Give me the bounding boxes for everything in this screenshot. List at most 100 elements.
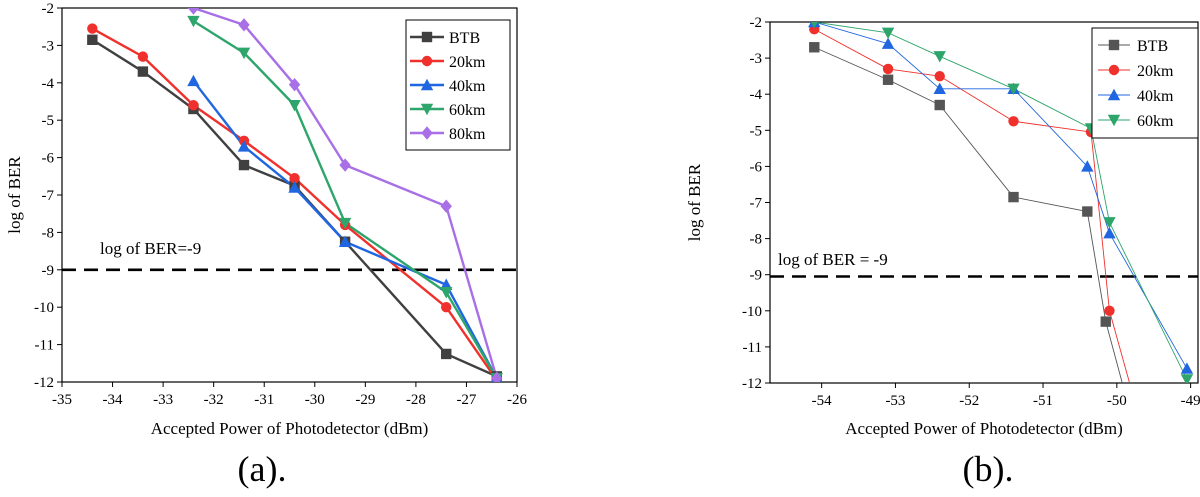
data-point-80km (440, 199, 452, 213)
x-tick-label: -50 (1107, 393, 1127, 409)
data-point-BTB (934, 99, 945, 111)
y-tick-label: -7 (750, 196, 763, 212)
data-point-80km (339, 158, 351, 172)
legend-marker-40km (420, 78, 434, 91)
series-line-80km (193, 8, 498, 379)
panel-caption: (a). (238, 449, 287, 489)
legend-marker-80km (421, 126, 433, 140)
data-point-40km (237, 140, 251, 152)
y-tick-label: -11 (35, 338, 54, 354)
y-tick-label: -4 (42, 76, 55, 92)
legend-marker-BTB (1108, 39, 1120, 51)
data-point-60km (338, 217, 352, 230)
x-axis-title: Accepted Power of Photodetector (dBm) (845, 419, 1123, 438)
data-point-60km (288, 100, 301, 112)
x-tick-label: -29 (355, 392, 375, 408)
legend-label-60km: 60km (1137, 113, 1174, 130)
y-axis-title: log of BER (685, 163, 704, 241)
legend-marker-BTB (421, 31, 433, 43)
x-tick-label: -32 (204, 392, 224, 408)
data-point-BTB (1008, 191, 1019, 203)
data-point-BTB (87, 34, 98, 45)
legend-label-20km: 20km (449, 54, 486, 71)
data-point-20km (441, 302, 452, 313)
y-tick-label: -9 (42, 263, 55, 279)
legend-label-BTB: BTB (1137, 38, 1168, 55)
data-point-BTB (441, 348, 452, 360)
data-point-40km (1081, 160, 1094, 172)
series-group (87, 8, 503, 382)
y-tick-label: -10 (34, 300, 54, 316)
y-tick-label: -3 (750, 51, 763, 67)
y-tick-label: -8 (42, 225, 55, 241)
data-point-60km (440, 287, 453, 299)
data-point-60km (1103, 217, 1116, 229)
series-line-40km (192, 80, 498, 379)
x-tick-label: -53 (885, 393, 905, 409)
data-point-40km (288, 181, 301, 193)
y-tick-label: -6 (42, 151, 55, 167)
data-point-40km (187, 74, 200, 87)
legend-marker-40km (1107, 88, 1121, 101)
chart-panel-b: -2 -3 -4 -5 -6 -7 -8 -9 -10 -11 -12 -54 -53 -52 -51 -50… (685, 15, 1200, 489)
legend-label-60km: 60km (449, 102, 486, 119)
x-tick-label: -31 (254, 392, 274, 408)
data-point-20km (934, 70, 945, 82)
data-point-BTB (1082, 206, 1093, 217)
y-tick-label: -2 (750, 15, 763, 31)
x-tick-label: -49 (1181, 393, 1200, 409)
x-tick-label: -34 (103, 392, 123, 408)
legend-marker-20km (421, 55, 433, 67)
y-tick-label: -9 (750, 268, 763, 284)
legend-label-80km: 80km (449, 126, 486, 143)
legend-marker-60km (420, 103, 434, 116)
x-tick-label: -26 (507, 392, 527, 408)
data-point-80km (187, 8, 200, 15)
y-tick-label: -11 (743, 340, 762, 356)
data-point-60km (187, 15, 200, 28)
y-axis-title: log of BER (5, 156, 24, 234)
data-point-60km (237, 47, 251, 60)
series-group (808, 22, 1194, 383)
data-point-60km (1007, 83, 1020, 95)
data-point-40km (933, 82, 946, 94)
y-tick-label: -5 (750, 123, 763, 139)
legend-marker-20km (1108, 64, 1120, 76)
data-point-40km (881, 37, 895, 49)
data-point-20km (289, 172, 300, 184)
legend-label-40km: 40km (449, 78, 486, 95)
x-tick-label: -54 (812, 393, 832, 409)
data-point-BTB (882, 74, 894, 85)
y-tick-label: -12 (34, 375, 54, 391)
data-point-80km (238, 18, 250, 32)
y-tick-label: -10 (742, 304, 762, 320)
series-line-60km (192, 20, 498, 379)
data-point-BTB (238, 159, 250, 171)
threshold-label: log of BER=-9 (100, 239, 201, 258)
x-tick-label: -33 (153, 392, 173, 408)
data-point-20km (1104, 305, 1115, 316)
threshold-label: log of BER = -9 (778, 250, 888, 269)
data-point-40km (338, 235, 352, 247)
series-line-BTB (91, 38, 498, 378)
data-point-40km (1180, 362, 1194, 374)
y-tick-label: -5 (42, 113, 55, 129)
y-tick-label: -3 (42, 38, 55, 54)
data-point-20km (882, 63, 894, 75)
data-point-60km (933, 51, 946, 63)
y-tick-label: -12 (742, 376, 762, 392)
x-tick-label: -30 (305, 392, 325, 408)
y-tick-label: -6 (750, 159, 763, 175)
legend-label-BTB: BTB (449, 30, 480, 47)
data-point-80km (491, 371, 503, 382)
y-tick-label: -8 (750, 232, 763, 248)
legend-marker-60km (1107, 114, 1121, 127)
data-point-20km (1008, 116, 1019, 127)
x-tick-label: -51 (1033, 393, 1053, 409)
x-tick-label: -35 (52, 392, 72, 408)
y-tick-label: -7 (42, 188, 55, 204)
x-tick-label: -28 (406, 392, 426, 408)
panel-caption: (b). (963, 449, 1014, 489)
series-line-BTB (814, 46, 1123, 383)
x-axis-title: Accepted Power of Photodetector (dBm) (151, 419, 429, 438)
